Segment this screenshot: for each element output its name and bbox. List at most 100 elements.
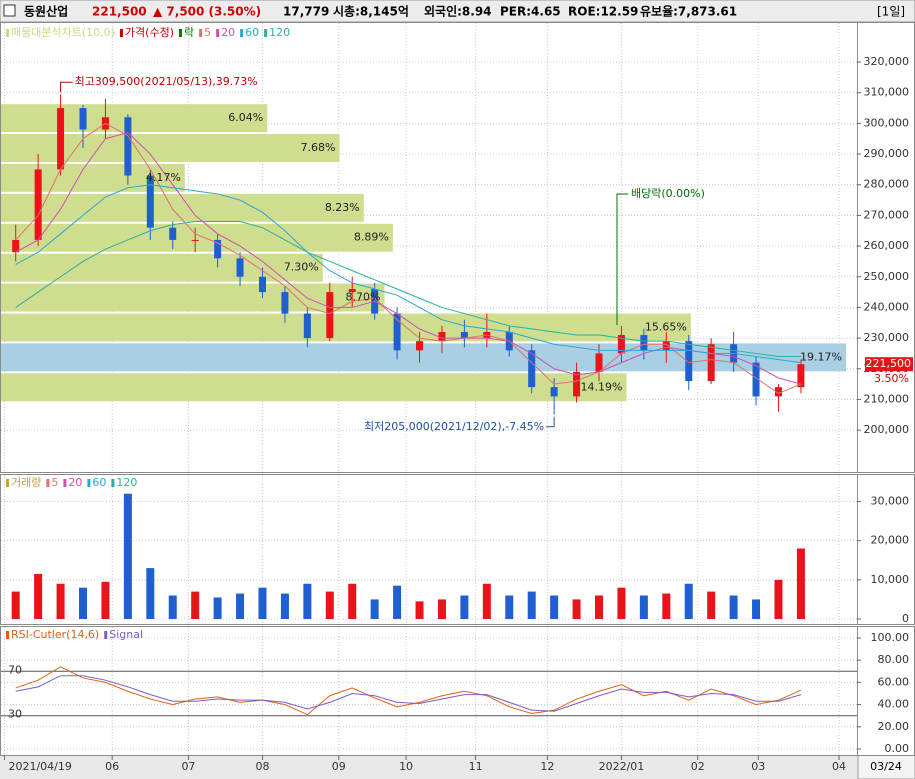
candle-body (640, 335, 648, 351)
period[interactable]: [1일] (877, 5, 905, 19)
price: 221,500 (92, 5, 147, 19)
dividend-arrow (616, 193, 628, 325)
x-axis-strip (0, 755, 915, 779)
high-annotation: 최고309,500(2021/05/13),39.73% (75, 75, 258, 88)
candle-body (774, 387, 782, 397)
last-change: 3.50% (874, 372, 909, 385)
volume-bar (617, 587, 626, 619)
y-tick-label: 290,000 (864, 147, 910, 160)
volume-bar (595, 595, 604, 619)
volume-bar (796, 548, 805, 619)
volume-bar (56, 583, 65, 619)
candle-body (57, 108, 65, 170)
volume-bar (437, 599, 446, 619)
legend-label: 5 (51, 476, 58, 489)
y-tick-label: 0.00 (885, 742, 910, 755)
volume-profile-label: 7.68% (301, 141, 336, 154)
candle-body (797, 364, 805, 388)
volume-profile-label: 15.65% (645, 320, 687, 333)
candle-body (617, 335, 625, 354)
volume-profile-label: 8.89% (354, 231, 389, 244)
volume-profile-label: 7.30% (284, 261, 319, 274)
volume: 17,779 (283, 5, 329, 19)
volume-bar (752, 599, 761, 619)
x-tick-label: 02 (691, 760, 705, 773)
volume-bar (415, 601, 424, 619)
candle-body (662, 341, 670, 351)
volume-bar (393, 585, 402, 619)
candle-body (573, 371, 581, 397)
last-price-tag (865, 357, 913, 372)
x-tick-label: 08 (255, 760, 269, 773)
candle-body (550, 387, 558, 397)
volume-bar (101, 581, 110, 619)
market-cap: 시총:8,145억 (333, 4, 409, 19)
candle-body (124, 117, 132, 176)
y-tick-label: 0 (902, 612, 909, 625)
x-tick-label: 06 (105, 760, 119, 773)
moving-average (15, 122, 802, 394)
y-tick-label: 310,000 (864, 86, 910, 99)
y-tick-label: 260,000 (864, 239, 910, 252)
candle-body (303, 313, 311, 339)
volume-bar (191, 591, 200, 619)
y-tick-label: 270,000 (864, 208, 910, 221)
volume-bar (527, 591, 536, 619)
candle-body (528, 350, 536, 388)
legend-label: 락 (184, 26, 194, 39)
candle-body (595, 353, 603, 372)
volume-profile-label: 14.19% (581, 380, 623, 393)
volume-profile-label: 19.17% (800, 350, 842, 363)
legend-swatch (6, 29, 9, 37)
volume-profile-label: 6.04% (228, 111, 263, 124)
legend-label: 매물대분석차트(10,0) (11, 26, 115, 39)
candle-body (236, 258, 244, 277)
candle-body (460, 331, 468, 339)
moving-average (15, 184, 801, 364)
volume-bar (505, 595, 514, 619)
moving-average (15, 221, 801, 358)
volume-bar (550, 595, 559, 619)
x-tick-label: 03 (751, 760, 765, 773)
volume-profile-bar (1, 134, 340, 162)
volume-bar (684, 583, 693, 619)
volume-bar (123, 493, 132, 619)
foreign: 외국인:8.94 (424, 4, 492, 19)
volume-bar (213, 597, 222, 619)
y-tick-label: 280,000 (864, 178, 910, 191)
y-tick-label: 300,000 (864, 116, 910, 129)
legend-label: 120 (269, 26, 290, 39)
candle-body (281, 292, 289, 314)
change: ▲ 7,500 (3.50%) (153, 5, 261, 19)
candle-body (146, 175, 154, 228)
legend-label: 거래량 (11, 476, 41, 489)
legend-label: Signal (109, 628, 143, 641)
legend-label: RSI-Cutler(14,6) (11, 628, 99, 641)
y-tick-label: 20.00 (878, 720, 910, 733)
legend-label: 60 (245, 26, 259, 39)
volume-bar (460, 595, 469, 619)
y-tick-label: 200,000 (864, 423, 910, 436)
volume-bar (482, 583, 491, 619)
level-label: 30 (8, 708, 22, 721)
volume-profile-label: 8.23% (325, 201, 360, 214)
candle-body (258, 276, 266, 293)
annotation-arrow (60, 81, 73, 93)
axis-frame (857, 474, 915, 625)
y-tick-label: 240,000 (864, 300, 910, 313)
checkbox[interactable] (3, 4, 16, 17)
volume-profile-bar (1, 373, 627, 402)
candle-body (416, 341, 424, 351)
volume-profile-bar (1, 313, 691, 342)
annotation-arrow (546, 416, 555, 428)
legend-label: 120 (116, 476, 137, 489)
y-tick-label: 230,000 (864, 331, 910, 344)
y-tick-label: 210,000 (864, 392, 910, 405)
volume-bar (662, 593, 671, 619)
volume-profile-bar (1, 104, 268, 133)
x-tick-label: 12 (540, 760, 554, 773)
volume-bar (146, 568, 155, 619)
volume-bar (79, 587, 88, 619)
